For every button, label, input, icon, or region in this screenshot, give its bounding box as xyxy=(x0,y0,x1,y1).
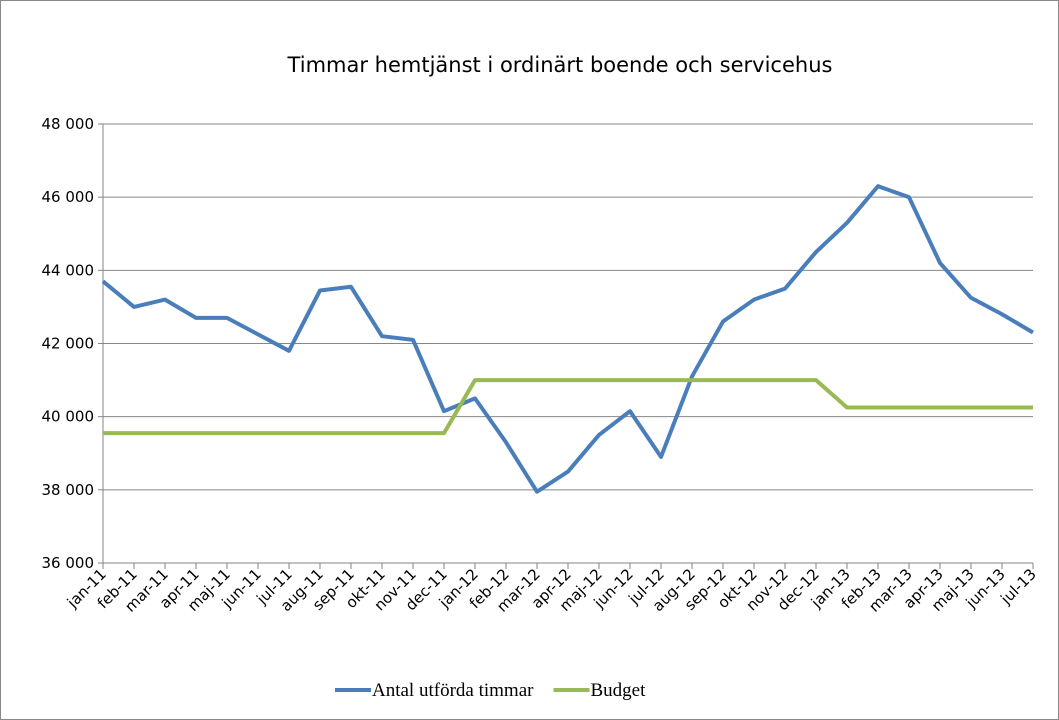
y-tick-label: 36 000 xyxy=(42,554,95,572)
line-series xyxy=(103,378,1033,436)
y-tick-label: 48 000 xyxy=(42,115,95,133)
line-series xyxy=(101,184,1035,494)
y-tick-label: 42 000 xyxy=(42,335,95,353)
y-tick-label: 40 000 xyxy=(42,408,95,426)
y-tick-label: 46 000 xyxy=(42,188,95,206)
legend-label: Budget xyxy=(590,680,646,701)
y-tick-label: 44 000 xyxy=(42,261,95,279)
chart-title: Timmar hemtjänst i ordinärt boende och s… xyxy=(287,53,833,77)
legend-label: Antal utförda timmar xyxy=(372,680,534,701)
y-tick-label: 38 000 xyxy=(42,481,95,499)
